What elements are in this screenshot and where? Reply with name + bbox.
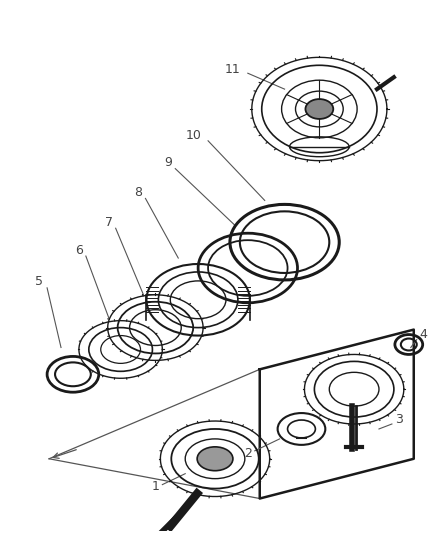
Text: 10: 10	[185, 130, 201, 142]
Text: 6: 6	[75, 244, 83, 256]
Ellipse shape	[197, 447, 233, 471]
Text: 11: 11	[225, 63, 241, 76]
Text: 5: 5	[35, 276, 43, 288]
Text: 8: 8	[134, 186, 142, 199]
Text: 1: 1	[152, 480, 159, 493]
Text: 2: 2	[244, 447, 252, 461]
Text: 3: 3	[395, 413, 403, 425]
Text: 7: 7	[105, 216, 113, 229]
Ellipse shape	[305, 99, 333, 119]
Text: 4: 4	[420, 328, 427, 341]
Text: 9: 9	[164, 156, 172, 169]
